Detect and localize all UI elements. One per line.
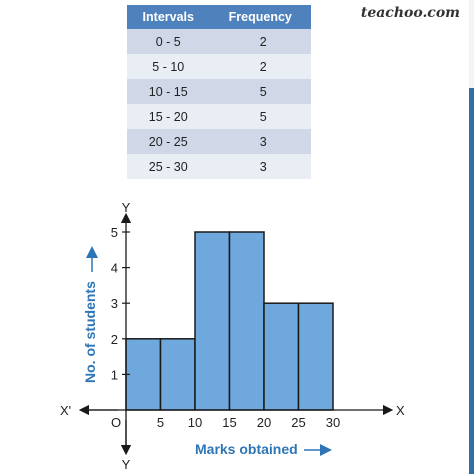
table-row: 25 - 30 3 <box>127 154 311 179</box>
frequency-cell: 3 <box>209 129 311 154</box>
watermark: teachoo.com <box>360 5 460 21</box>
y-tick-label: 4 <box>111 261 118 276</box>
header-frequency: Frequency <box>209 5 311 29</box>
table-row: 0 - 5 2 <box>127 29 311 54</box>
histogram-bar <box>194 231 231 411</box>
x-tick-label: 30 <box>326 415 340 430</box>
origin-label: O <box>111 415 121 430</box>
histogram-bar <box>297 302 334 411</box>
y-axis-positive-label: Y <box>122 200 131 215</box>
y-tick-label: 3 <box>111 296 118 311</box>
histogram-bar <box>159 338 196 411</box>
right-edge-strip <box>469 0 474 474</box>
y-axis-title: No. of students <box>82 281 98 383</box>
axes-group <box>78 212 394 456</box>
y-axis-negative-label: Y <box>122 457 131 472</box>
frequency-cell: 5 <box>209 104 311 129</box>
frequency-cell: 2 <box>209 29 311 54</box>
interval-cell: 5 - 10 <box>127 54 210 79</box>
x-tick-label: 5 <box>157 415 164 430</box>
right-edge-strip-top <box>469 0 474 88</box>
histogram-bar <box>263 302 300 411</box>
histogram-bar <box>125 338 162 411</box>
table-row: 5 - 10 2 <box>127 54 311 79</box>
y-tick-label: 1 <box>111 367 118 382</box>
table-header-row: Intervals Frequency <box>127 5 311 29</box>
x-tick-label: 25 <box>291 415 305 430</box>
table-row: 10 - 15 5 <box>127 79 311 104</box>
header-intervals: Intervals <box>127 5 210 29</box>
interval-cell: 25 - 30 <box>127 154 210 179</box>
bars-group <box>125 231 334 411</box>
labels-group: O X X' Y Y Marks obtained No. of students <box>60 200 405 472</box>
table-row: 20 - 25 3 <box>127 129 311 154</box>
interval-cell: 10 - 15 <box>127 79 210 104</box>
frequency-cell: 2 <box>209 54 311 79</box>
x-tick-label: 15 <box>222 415 236 430</box>
y-tick-label: 2 <box>111 332 118 347</box>
interval-cell: 20 - 25 <box>127 129 210 154</box>
frequency-cell: 5 <box>209 79 311 104</box>
x-axis-negative-label: X' <box>60 403 71 418</box>
interval-cell: 0 - 5 <box>127 29 210 54</box>
frequency-table: Intervals Frequency 0 - 5 2 5 - 10 2 10 … <box>127 5 311 179</box>
histogram-bar <box>228 231 265 411</box>
table-row: 15 - 20 5 <box>127 104 311 129</box>
interval-cell: 15 - 20 <box>127 104 210 129</box>
frequency-cell: 3 <box>209 154 311 179</box>
ticks-group: 1 2 3 4 5 5 10 15 20 25 30 <box>111 225 340 430</box>
x-tick-label: 10 <box>188 415 202 430</box>
x-axis-positive-label: X <box>396 403 405 418</box>
x-axis-title: Marks obtained <box>195 441 298 457</box>
y-tick-label: 5 <box>111 225 118 240</box>
x-tick-label: 20 <box>257 415 271 430</box>
